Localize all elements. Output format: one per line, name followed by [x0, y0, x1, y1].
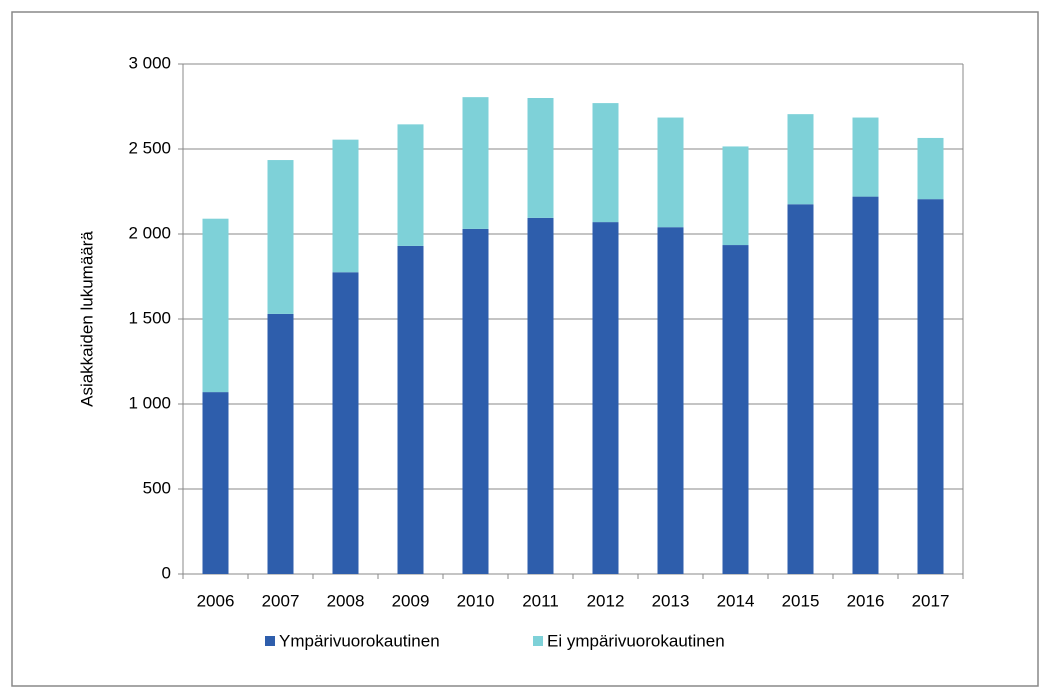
bar-segment	[787, 114, 814, 205]
bar-segment	[527, 98, 554, 218]
bar-segment	[202, 218, 229, 393]
bar-segment	[787, 204, 814, 574]
bar-segment	[917, 199, 944, 574]
legend-swatch	[265, 636, 275, 646]
bar-segment	[917, 137, 944, 200]
x-tick-label: 2010	[457, 591, 495, 610]
bar-segment	[202, 392, 229, 574]
x-tick-label: 2012	[587, 591, 625, 610]
bar-segment	[462, 97, 489, 229]
frame	[11, 11, 1039, 687]
x-tick-label: 2007	[262, 591, 300, 610]
bar-segment	[332, 139, 359, 273]
x-tick-label: 2015	[782, 591, 820, 610]
legend-swatch	[533, 636, 543, 646]
y-axis-label: Asiakkaiden lukumäärä	[77, 231, 96, 407]
y-tick-label: 2 000	[128, 223, 171, 242]
bar-segment	[267, 160, 294, 314]
bar-segment	[722, 245, 749, 575]
bar-segment	[852, 117, 879, 197]
x-tick-label: 2016	[847, 591, 885, 610]
bar-segment	[267, 313, 294, 574]
bar-segment	[852, 196, 879, 574]
bar-segment	[527, 217, 554, 574]
bar-segment	[397, 124, 424, 246]
bar-segment	[332, 272, 359, 574]
x-tick-label: 2017	[912, 591, 950, 610]
bar-segment	[397, 245, 424, 574]
bar-segment	[657, 227, 684, 574]
legend-label: Ei ympärivuorokautinen	[547, 631, 725, 650]
y-tick-label: 500	[143, 478, 171, 497]
bar-segment	[592, 103, 619, 223]
y-tick-label: 2 500	[128, 138, 171, 157]
y-tick-label: 3 000	[128, 53, 171, 72]
bar-segment	[462, 228, 489, 574]
x-tick-label: 2008	[327, 591, 365, 610]
legend-label: Ympärivuorokautinen	[279, 631, 440, 650]
bar-segment	[722, 146, 749, 246]
x-tick-label: 2013	[652, 591, 690, 610]
x-tick-label: 2009	[392, 591, 430, 610]
x-tick-label: 2006	[197, 591, 235, 610]
y-tick-label: 0	[162, 563, 171, 582]
x-tick-label: 2011	[522, 591, 559, 610]
bar-segment	[592, 222, 619, 574]
y-tick-label: 1 500	[128, 308, 171, 327]
x-tick-label: 2014	[717, 591, 755, 610]
bar-segment	[657, 117, 684, 228]
y-tick-label: 1 000	[128, 393, 171, 412]
